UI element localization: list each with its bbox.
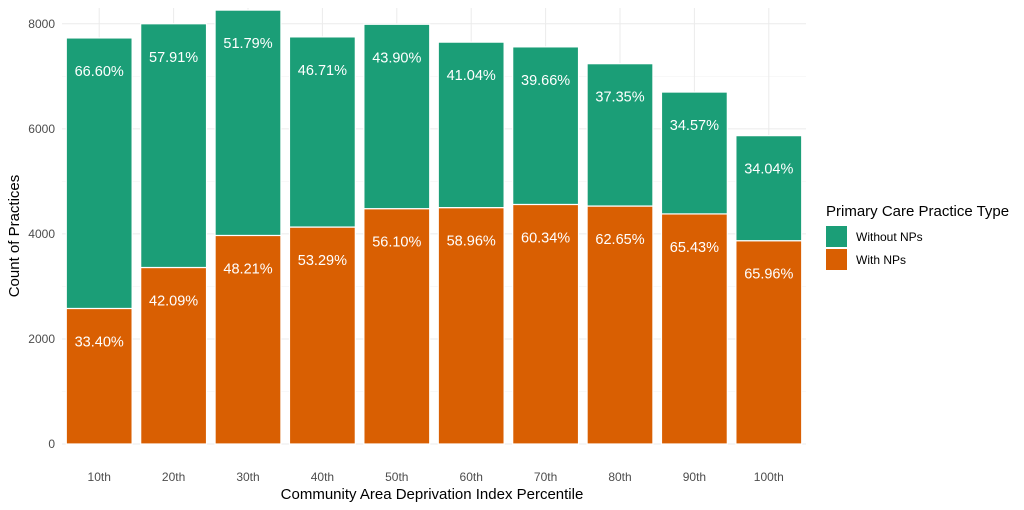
bar-segment — [140, 23, 208, 269]
bar-segment — [65, 37, 133, 310]
bar-percent-label: 65.43% — [670, 240, 719, 256]
bar-percent-label: 56.10% — [372, 235, 421, 251]
x-axis-title: Community Area Deprivation Index Percent… — [281, 486, 584, 503]
x-tick-label: 80th — [608, 470, 631, 484]
legend-items: Without NPs With NPs — [826, 226, 923, 270]
y-axis-title: Count of Practices — [6, 175, 23, 298]
y-tick-label: 4000 — [28, 227, 55, 241]
legend-title: Primary Care Practice Type — [826, 203, 1009, 220]
x-tick-label: 100th — [754, 470, 784, 484]
y-tick-label: 8000 — [28, 17, 55, 31]
legend-swatch — [826, 249, 847, 270]
bar-percent-label: 65.96% — [744, 267, 793, 283]
y-tick-label: 6000 — [28, 122, 55, 136]
bar-percent-label: 34.04% — [744, 162, 793, 178]
bar-percent-label: 33.40% — [75, 334, 124, 350]
legend-label: Without NPs — [856, 230, 923, 244]
x-tick-label: 40th — [311, 470, 334, 484]
x-axis-ticks: 10th 20th 30th 40th 50th 60th 70th 80th 90th 100t… — [88, 470, 784, 484]
bar-percent-label: 58.96% — [447, 234, 496, 250]
bar-percent-label: 39.66% — [521, 73, 570, 89]
bar-percent-label: 41.04% — [447, 68, 496, 84]
bar-percent-label: 57.91% — [149, 50, 198, 66]
bar-percent-label: 43.90% — [372, 50, 421, 66]
bar-percent-label: 51.79% — [223, 36, 272, 52]
bar-segment — [735, 240, 803, 445]
bar-percent-label: 48.21% — [223, 261, 272, 277]
bar-segment — [586, 205, 654, 445]
bar-segment — [214, 9, 282, 237]
bar-labels: 33.40% 66.60% 42.09% 57.91% 48.21% 51.79% 53.2… — [75, 36, 794, 350]
legend-label: With NPs — [856, 253, 906, 267]
x-tick-label: 30th — [236, 470, 259, 484]
legend-swatch — [826, 226, 847, 247]
bars — [65, 9, 803, 445]
bar-segment — [660, 213, 728, 445]
x-tick-label: 90th — [683, 470, 706, 484]
bar-segment — [735, 135, 803, 242]
y-tick-label: 2000 — [28, 332, 55, 346]
bar-segment — [65, 307, 133, 445]
x-tick-label: 50th — [385, 470, 408, 484]
bar-segment — [288, 226, 356, 445]
bar-segment — [660, 91, 728, 215]
x-tick-label: 70th — [534, 470, 557, 484]
bar-segment — [512, 46, 580, 206]
y-axis-ticks: 0 2000 4000 6000 8000 — [28, 17, 55, 451]
bar-segment — [214, 234, 282, 445]
bar-percent-label: 53.29% — [298, 253, 347, 269]
bar-percent-label: 46.71% — [298, 63, 347, 79]
bar-percent-label: 42.09% — [149, 293, 198, 309]
x-tick-label: 10th — [88, 470, 111, 484]
bar-segment — [288, 36, 356, 228]
bar-segment — [437, 207, 505, 445]
bar-segment — [363, 208, 431, 445]
y-tick-label: 0 — [48, 437, 55, 451]
bar-segment — [586, 63, 654, 207]
bar-segment — [512, 203, 580, 445]
x-tick-label: 60th — [460, 470, 483, 484]
bar-percent-label: 34.57% — [670, 118, 719, 134]
bar-segment — [140, 266, 208, 445]
legend: Primary Care Practice Type Without NPsWi… — [826, 203, 1009, 270]
bar-percent-label: 60.34% — [521, 230, 570, 246]
bar-segment — [363, 23, 431, 210]
x-tick-label: 20th — [162, 470, 185, 484]
bar-percent-label: 62.65% — [595, 232, 644, 248]
bar-segment — [437, 41, 505, 209]
bar-percent-label: 66.60% — [75, 64, 124, 80]
bar-percent-label: 37.35% — [595, 90, 644, 106]
